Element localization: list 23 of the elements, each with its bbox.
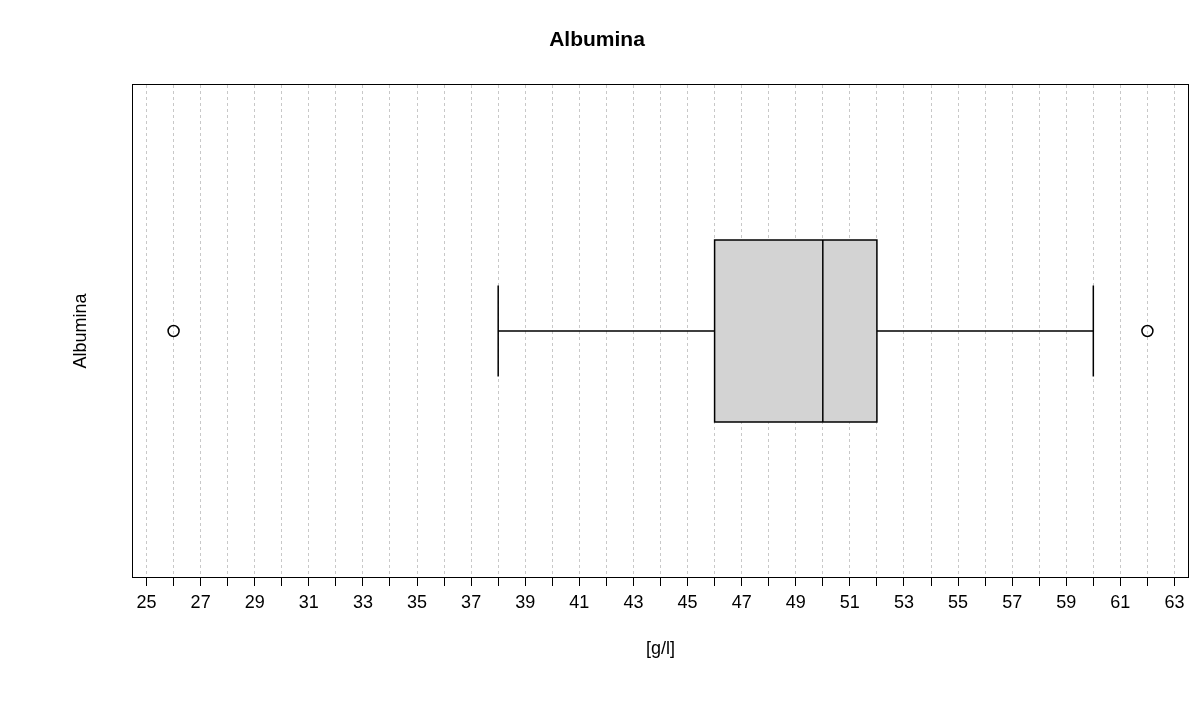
x-tick-label: 43 (623, 591, 644, 612)
x-tick-label: 39 (515, 591, 536, 612)
y-axis-title: Albumina (70, 292, 91, 369)
x-tick-label: 27 (190, 591, 211, 612)
x-tick-label: 49 (785, 591, 806, 612)
x-tick-label: 59 (1056, 591, 1077, 612)
x-tick-label: 45 (677, 591, 698, 612)
x-tick-label: 63 (1164, 591, 1185, 612)
x-tick-label: 47 (731, 591, 752, 612)
x-tick-label: 37 (461, 591, 482, 612)
x-tick-label: 25 (136, 591, 157, 612)
x-axis-title: [g/l] (645, 637, 676, 658)
x-tick-label: 31 (298, 591, 319, 612)
chart-title: Albumina (549, 27, 646, 51)
x-tick-label: 41 (569, 591, 590, 612)
x-tick-label: 35 (407, 591, 428, 612)
x-tick-label: 55 (948, 591, 969, 612)
x-tick-label: 61 (1110, 591, 1131, 612)
x-tick-label: 29 (244, 591, 265, 612)
x-tick-label: 33 (352, 591, 373, 612)
x-tick-label: 57 (1002, 591, 1023, 612)
x-tick-label: 53 (893, 591, 914, 612)
x-tick-label: 51 (839, 591, 860, 612)
